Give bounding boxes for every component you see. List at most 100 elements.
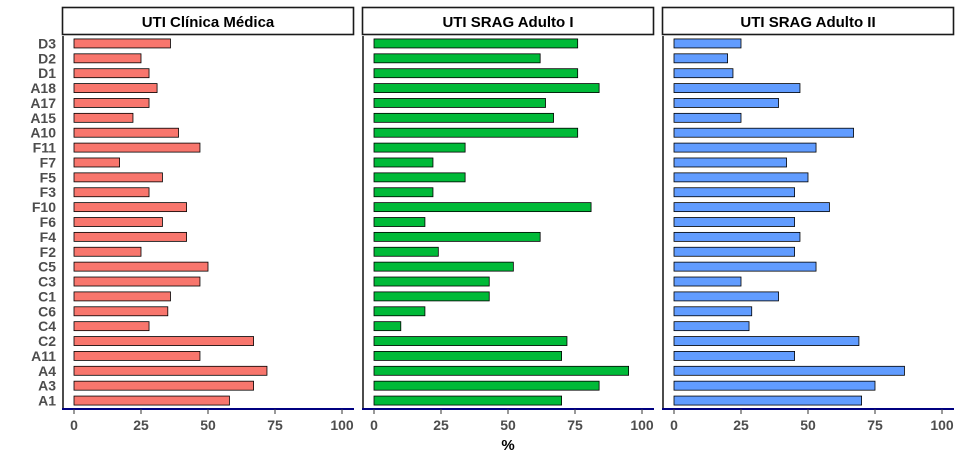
bar [73, 172, 163, 183]
bar [673, 157, 787, 168]
y-tick-label: D2 [38, 50, 56, 66]
bar [673, 38, 742, 49]
y-tick-label: A15 [30, 110, 56, 126]
bar [673, 261, 817, 272]
bar [73, 365, 268, 376]
bar [673, 112, 742, 123]
y-tick-label: F11 [33, 140, 57, 156]
y-tick-label: C2 [38, 333, 56, 349]
bar [673, 83, 801, 93]
bar [673, 231, 801, 242]
y-tick-label: F3 [40, 184, 57, 200]
bar [73, 127, 179, 138]
bar [373, 395, 563, 406]
x-tick-label: 75 [567, 417, 583, 433]
bar [373, 217, 426, 227]
y-tick-label: A18 [30, 80, 56, 96]
bar [73, 276, 201, 287]
bar [73, 336, 254, 346]
y-tick-label: C3 [38, 274, 56, 290]
y-tick-label: D1 [38, 65, 56, 81]
facet-title: UTI SRAG Adulto II [740, 14, 875, 31]
bar [73, 380, 254, 391]
x-tick-label: 50 [200, 417, 216, 433]
bar [373, 112, 554, 123]
y-tick-label: F7 [40, 154, 57, 170]
bar [373, 68, 579, 79]
y-tick-label: C6 [38, 303, 56, 319]
bar [73, 291, 171, 302]
bar [73, 321, 150, 332]
bar [673, 187, 795, 198]
bar [673, 276, 742, 287]
bar [73, 83, 158, 93]
bar [373, 380, 600, 391]
bar [73, 246, 142, 257]
bar [373, 172, 466, 183]
bar [673, 202, 830, 213]
bar [73, 306, 169, 317]
bar [73, 38, 171, 49]
bar [73, 217, 163, 227]
bar [673, 172, 809, 183]
bar [73, 68, 150, 79]
bar [73, 395, 230, 406]
facet-strip [661, 6, 955, 36]
bar [673, 306, 753, 317]
y-tick-label: A17 [30, 95, 56, 111]
bar [73, 187, 150, 198]
bar [373, 231, 541, 242]
bar [673, 380, 876, 391]
facet-strip [61, 6, 355, 36]
y-tick-label: C1 [38, 288, 56, 304]
bar [373, 83, 600, 93]
bar [73, 157, 120, 168]
bar [73, 112, 134, 123]
bar [373, 306, 426, 317]
bar [373, 261, 514, 272]
x-tick-label: 75 [267, 417, 283, 433]
bar [373, 291, 490, 302]
bar [673, 68, 734, 79]
y-tick-label: A10 [30, 125, 56, 141]
bar [373, 321, 402, 332]
facet-title: UTI Clínica Médica [142, 14, 275, 31]
bar [373, 202, 592, 213]
bar [373, 38, 579, 49]
bar [673, 291, 779, 302]
facet-title: UTI SRAG Adulto I [442, 14, 573, 31]
x-tick-label: 100 [930, 417, 954, 433]
bar [673, 336, 860, 346]
bar [373, 142, 466, 153]
x-tick-label: 75 [867, 417, 883, 433]
y-tick-label: F10 [32, 199, 56, 215]
x-tick-label: 25 [133, 417, 149, 433]
y-tick-label: F6 [40, 214, 57, 230]
bar [373, 246, 439, 257]
y-tick-label: F2 [40, 244, 57, 260]
x-tick-label: 0 [670, 417, 678, 433]
bar [73, 53, 142, 64]
bar [373, 98, 546, 108]
bar [673, 53, 728, 64]
bar [73, 261, 209, 272]
x-tick-label: 25 [433, 417, 449, 433]
bar [673, 395, 863, 406]
x-tick-label: 0 [70, 417, 78, 433]
facet-strip [361, 6, 655, 36]
bar [373, 365, 630, 376]
bar [373, 276, 490, 287]
x-tick-label: 0 [370, 417, 378, 433]
bar [673, 365, 905, 376]
x-tick-label: 25 [733, 417, 749, 433]
y-tick-label: D3 [38, 35, 56, 51]
bar [373, 336, 568, 346]
bar [73, 98, 150, 108]
bar [673, 351, 795, 361]
y-tick-label: F4 [40, 229, 57, 245]
y-tick-label: A1 [38, 393, 56, 409]
y-tick-label: A3 [38, 378, 56, 394]
bar [373, 187, 434, 198]
bar [673, 217, 795, 227]
x-axis-title: % [501, 437, 514, 454]
